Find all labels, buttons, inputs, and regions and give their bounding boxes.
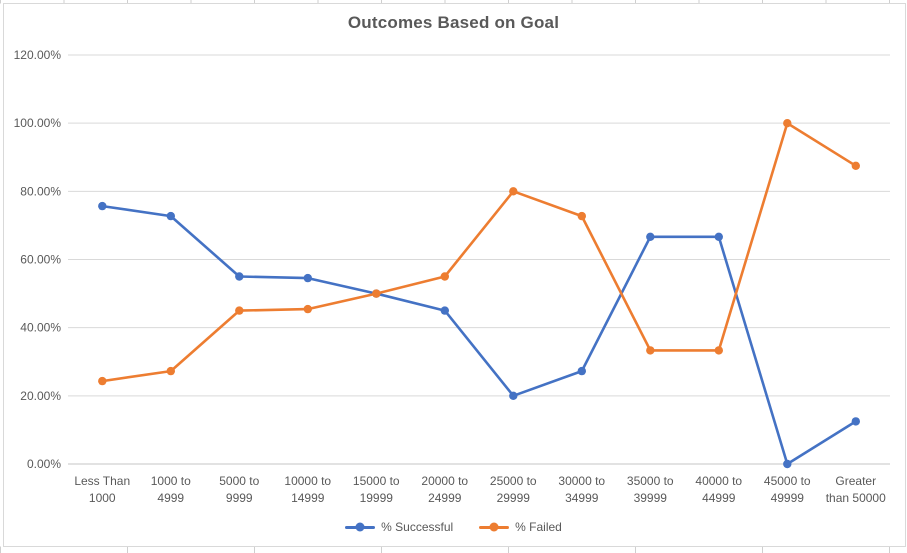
- data-point-marker-successful[interactable]: [98, 201, 107, 211]
- x-axis-category-label: 4999: [157, 491, 184, 505]
- data-point-marker-failed[interactable]: [851, 161, 860, 170]
- data-point-marker-successful[interactable]: [303, 273, 312, 283]
- y-axis-tick-label: 20.00%: [20, 389, 61, 403]
- data-point-marker-failed[interactable]: [714, 346, 723, 355]
- legend-item-failed[interactable]: % Failed: [479, 521, 562, 533]
- data-point-marker-failed[interactable]: [98, 376, 107, 386]
- x-axis-category-label: 25000 to: [490, 474, 537, 488]
- y-axis-tick-label: 80.00%: [20, 184, 61, 198]
- x-axis-category-label: 35000 to: [627, 474, 674, 488]
- y-axis-tick-label: 100.00%: [14, 116, 62, 130]
- y-axis-tick-label: 120.00%: [14, 48, 62, 62]
- legend-dot-icon: [489, 522, 499, 532]
- data-point-marker-successful[interactable]: [577, 366, 586, 376]
- legend-line-marker-swatch: [479, 522, 510, 532]
- data-point-marker-failed[interactable]: [166, 366, 175, 376]
- legend-label-successful: % Successful: [381, 520, 454, 534]
- x-axis-category-label: 15000 to: [353, 474, 400, 488]
- data-point-marker-successful[interactable]: [440, 306, 449, 315]
- x-axis-category-label: 10000 to: [284, 474, 331, 488]
- x-axis-category-label: 45000 to: [764, 474, 811, 488]
- x-axis-category-label: 14999: [291, 491, 325, 505]
- data-point-marker-successful[interactable]: [851, 417, 860, 426]
- chart-legend: % Successful % Failed: [0, 518, 907, 536]
- data-point-marker-failed[interactable]: [303, 304, 312, 314]
- y-axis-tick-label: 0.00%: [27, 457, 61, 471]
- y-axis-tick-label: 60.00%: [20, 253, 61, 267]
- legend-item-successful[interactable]: % Successful: [345, 521, 453, 533]
- x-axis-category-label: 49999: [771, 491, 805, 505]
- x-axis-category-label: than 50000: [826, 491, 886, 505]
- series-line-successful[interactable]: [101, 204, 858, 466]
- x-axis-category-label: 9999: [226, 491, 253, 505]
- data-point-marker-failed[interactable]: [440, 272, 449, 281]
- x-axis-category-label: 19999: [360, 491, 394, 505]
- x-axis-category-label: 29999: [497, 491, 531, 505]
- data-point-marker-successful[interactable]: [166, 211, 175, 221]
- x-axis-category-label: Less Than: [74, 474, 130, 488]
- x-axis-category-label: 20000 to: [421, 474, 468, 488]
- y-axis-tick-label: 40.00%: [20, 321, 61, 335]
- data-point-marker-successful[interactable]: [783, 459, 792, 469]
- legend-label-failed: % Failed: [515, 520, 562, 534]
- x-axis-category-label: Greater: [835, 474, 876, 488]
- data-point-marker-successful[interactable]: [714, 232, 723, 241]
- data-point-marker-successful[interactable]: [235, 272, 244, 281]
- x-axis-category-label: 1000 to: [151, 474, 191, 488]
- x-axis-category-label: 30000 to: [558, 474, 605, 488]
- x-axis-category-label: 34999: [565, 491, 599, 505]
- x-axis-category-label: 1000: [89, 491, 116, 505]
- data-point-marker-failed[interactable]: [509, 187, 518, 196]
- data-point-marker-failed[interactable]: [646, 346, 655, 355]
- data-point-marker-successful[interactable]: [509, 391, 518, 400]
- chart-area-border: [3, 3, 906, 547]
- series-line-failed[interactable]: [101, 121, 858, 383]
- x-axis-category-label: 5000 to: [219, 474, 259, 488]
- legend-line-marker-swatch: [345, 522, 376, 532]
- data-point-marker-failed[interactable]: [235, 306, 244, 315]
- data-point-marker-failed[interactable]: [372, 289, 381, 298]
- x-axis-category-label: 40000 to: [695, 474, 742, 488]
- x-axis-category-label: 44999: [702, 491, 736, 505]
- x-axis-category-label: 24999: [428, 491, 462, 505]
- data-point-marker-failed[interactable]: [577, 211, 586, 221]
- data-point-marker-successful[interactable]: [646, 232, 655, 241]
- legend-dot-icon: [355, 522, 365, 532]
- data-point-marker-failed[interactable]: [783, 119, 792, 128]
- x-axis-category-label: 39999: [634, 491, 668, 505]
